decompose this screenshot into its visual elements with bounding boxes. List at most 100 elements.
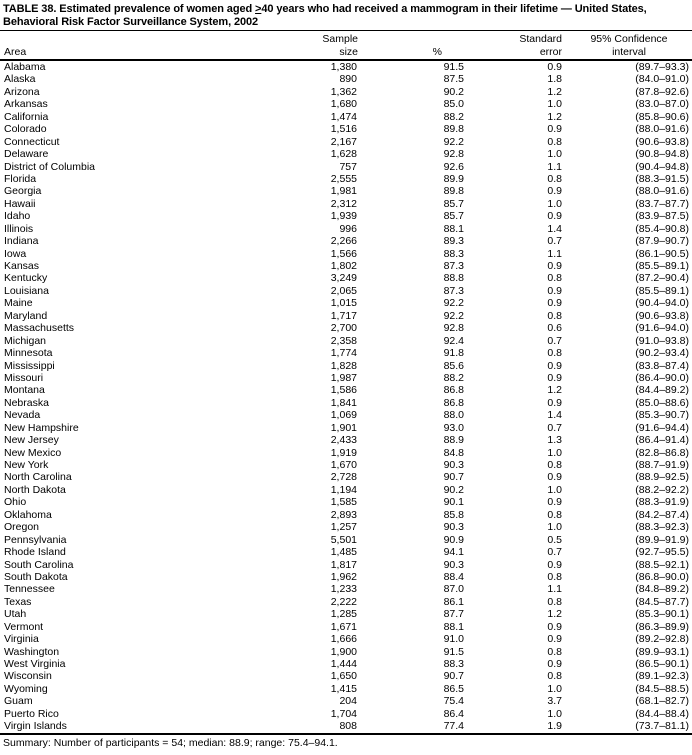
- table-row: Vermont 1,671 88.1 0.9 (86.3–89.9): [0, 621, 692, 633]
- cell-ci: (87.2–90.4): [635, 272, 689, 285]
- cell-std-error: 1.3: [547, 434, 562, 447]
- table-row: Wisconsin 1,650 90.7 0.8 (89.1–92.3): [0, 670, 692, 682]
- cell-ci: (87.9–90.7): [635, 235, 689, 248]
- table-title: TABLE 38. Estimated prevalence of women …: [0, 0, 692, 31]
- cell-percent: 92.2: [443, 297, 464, 310]
- footer-summary: Summary: Number of participants = 54; me…: [3, 736, 338, 749]
- cell-percent: 88.4: [443, 570, 464, 583]
- cell-std-error: 0.8: [547, 135, 562, 148]
- cell-sample-size: 2,555: [330, 172, 357, 185]
- cell-sample-size: 2,065: [330, 284, 357, 297]
- cell-area: Nebraska: [4, 396, 49, 409]
- cell-std-error: 0.9: [547, 359, 562, 372]
- cell-std-error: 0.9: [547, 260, 562, 272]
- cell-sample-size: 757: [339, 160, 357, 173]
- cell-percent: 86.1: [443, 595, 464, 608]
- cell-percent: 88.9: [443, 434, 464, 447]
- cell-std-error: 0.9: [547, 371, 562, 384]
- cell-area: Michigan: [4, 334, 47, 347]
- cell-percent: 88.2: [443, 371, 464, 384]
- cell-sample-size: 1,444: [330, 658, 357, 670]
- cell-sample-size: 5,501: [330, 533, 357, 546]
- cell-std-error: 0.9: [547, 284, 562, 297]
- cell-area: Wyoming: [4, 682, 48, 695]
- cell-percent: 86.5: [443, 682, 464, 695]
- table-row: South Dakota 1,962 88.4 0.8 (86.8–90.0): [0, 571, 692, 583]
- cell-percent: 89.8: [443, 185, 464, 198]
- table-row: Illinois 996 88.1 1.4 (85.4–90.8): [0, 223, 692, 235]
- cell-area: Arkansas: [4, 98, 48, 111]
- table-row: Tennessee 1,233 87.0 1.1 (84.8–89.2): [0, 583, 692, 595]
- cell-ci: (89.7–93.3): [635, 61, 689, 73]
- table-row: Nebraska 1,841 86.8 0.9 (85.0–88.6): [0, 397, 692, 409]
- cell-area: Guam: [4, 695, 33, 708]
- table-row: Iowa 1,566 88.3 1.1 (86.1–90.5): [0, 248, 692, 260]
- cell-ci: (88.3–91.9): [635, 496, 689, 509]
- cell-sample-size: 1,069: [330, 409, 357, 422]
- table-row: Mississippi 1,828 85.6 0.9 (83.8–87.4): [0, 360, 692, 372]
- cell-sample-size: 1,900: [330, 645, 357, 658]
- table-row: Oklahoma 2,893 85.8 0.8 (84.2–87.4): [0, 509, 692, 521]
- cell-sample-size: 1,987: [330, 371, 357, 384]
- cell-ci: (89.9–91.9): [635, 533, 689, 546]
- cell-sample-size: 1,194: [330, 483, 357, 496]
- cell-std-error: 0.7: [547, 546, 562, 559]
- cell-ci: (82.8–86.8): [635, 446, 689, 459]
- header-confidence-interval: 95% Confidence interval: [566, 31, 692, 61]
- cell-area: Oregon: [4, 521, 40, 534]
- table-title-text-suffix: 40 years who had received a mammogram in…: [261, 3, 647, 15]
- cell-sample-size: 1,901: [330, 421, 357, 434]
- cell-percent: 87.3: [443, 260, 464, 272]
- header-confidence-interval-line1: 95% Confidence: [590, 33, 668, 45]
- cell-area: Maine: [4, 297, 33, 310]
- cell-area: Virgin Islands: [4, 720, 67, 733]
- cell-sample-size: 1,817: [330, 558, 357, 571]
- cell-std-error: 0.8: [547, 459, 562, 471]
- cell-percent: 85.7: [443, 197, 464, 210]
- cell-sample-size: 1,670: [330, 459, 357, 471]
- cell-percent: 90.3: [443, 558, 464, 571]
- cell-ci: (85.5–89.1): [635, 260, 689, 272]
- cell-ci: (92.7–95.5): [635, 546, 689, 559]
- cell-sample-size: 1,962: [330, 570, 357, 583]
- table-row: Guam 204 75.4 3.7 (68.1–82.7): [0, 695, 692, 707]
- cell-sample-size: 1,919: [330, 446, 357, 459]
- cell-sample-size: 1,380: [330, 61, 357, 73]
- cell-ci: (90.6–93.8): [635, 309, 689, 322]
- cell-area: Nevada: [4, 409, 41, 422]
- cell-percent: 88.1: [443, 222, 464, 235]
- cell-ci: (90.2–93.4): [635, 347, 689, 360]
- cell-area: Mississippi: [4, 359, 55, 372]
- cell-area: Indiana: [4, 235, 39, 248]
- cell-percent: 85.7: [443, 210, 464, 223]
- cell-sample-size: 1,650: [330, 670, 357, 683]
- cell-area: New Hampshire: [4, 421, 79, 434]
- table-row: Delaware 1,628 92.8 1.0 (90.8–94.8): [0, 148, 692, 160]
- cell-area: California: [4, 110, 49, 123]
- table-row: Minnesota 1,774 91.8 0.8 (90.2–93.4): [0, 347, 692, 359]
- cell-std-error: 1.8: [547, 73, 562, 86]
- table-row: Colorado 1,516 89.8 0.9 (88.0–91.6): [0, 123, 692, 135]
- cell-percent: 77.4: [443, 720, 464, 733]
- cell-std-error: 0.9: [547, 496, 562, 509]
- cell-sample-size: 3,249: [330, 272, 357, 285]
- cell-sample-size: 1,981: [330, 185, 357, 198]
- cell-ci: (85.3–90.1): [635, 608, 689, 621]
- cell-sample-size: 1,362: [330, 85, 357, 98]
- cell-area: New Jersey: [4, 434, 59, 447]
- cell-sample-size: 890: [339, 73, 357, 86]
- table-row: Florida 2,555 89.9 0.8 (88.3–91.5): [0, 173, 692, 185]
- cell-std-error: 0.9: [547, 620, 562, 633]
- table-row: Georgia 1,981 89.8 0.9 (88.0–91.6): [0, 185, 692, 197]
- cell-percent: 88.8: [443, 272, 464, 285]
- header-percent: %: [360, 31, 466, 61]
- cell-sample-size: 2,700: [330, 322, 357, 335]
- cell-area: North Dakota: [4, 483, 66, 496]
- header-standard-error-line2: error: [539, 45, 562, 58]
- cell-std-error: 1.0: [547, 682, 562, 695]
- cell-percent: 92.6: [443, 160, 464, 173]
- cell-std-error: 1.2: [547, 85, 562, 98]
- cell-percent: 87.7: [443, 608, 464, 621]
- cell-ci: (88.3–91.5): [635, 172, 689, 185]
